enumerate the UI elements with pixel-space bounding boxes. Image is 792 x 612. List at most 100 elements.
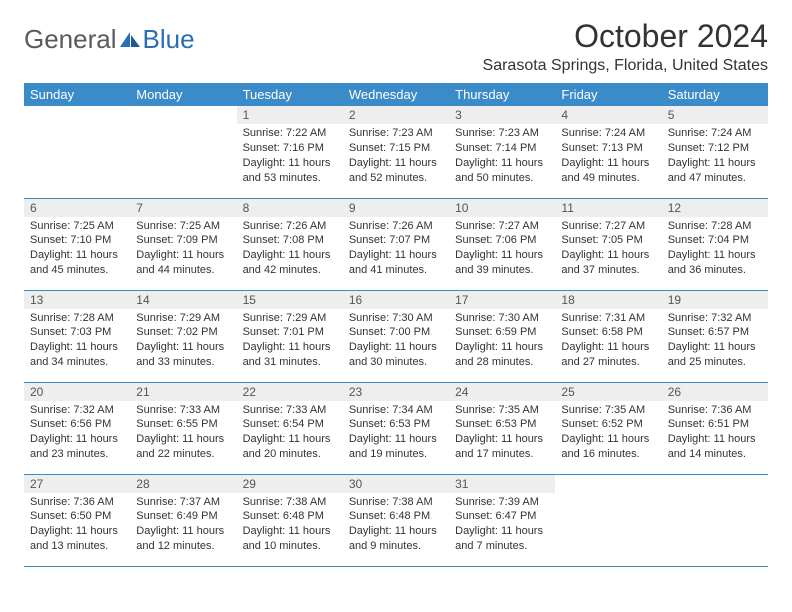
calendar-week-row: 6Sunrise: 7:25 AMSunset: 7:10 PMDaylight…	[24, 198, 768, 290]
day-details: Sunrise: 7:33 AMSunset: 6:55 PMDaylight:…	[130, 401, 236, 466]
day-details: Sunrise: 7:32 AMSunset: 6:56 PMDaylight:…	[24, 401, 130, 466]
weekday-header: Monday	[130, 83, 236, 106]
calendar-day-cell: 23Sunrise: 7:34 AMSunset: 6:53 PMDayligh…	[343, 382, 449, 474]
day-number: 13	[24, 291, 130, 309]
calendar-day-cell: 18Sunrise: 7:31 AMSunset: 6:58 PMDayligh…	[555, 290, 661, 382]
day-number: 1	[237, 106, 343, 124]
day-number: 15	[237, 291, 343, 309]
calendar-day-cell: 19Sunrise: 7:32 AMSunset: 6:57 PMDayligh…	[662, 290, 768, 382]
calendar-day-cell: 20Sunrise: 7:32 AMSunset: 6:56 PMDayligh…	[24, 382, 130, 474]
weekday-header: Tuesday	[237, 83, 343, 106]
day-details: Sunrise: 7:22 AMSunset: 7:16 PMDaylight:…	[237, 124, 343, 189]
day-number: 14	[130, 291, 236, 309]
calendar-day-cell: 3Sunrise: 7:23 AMSunset: 7:14 PMDaylight…	[449, 106, 555, 198]
day-details: Sunrise: 7:36 AMSunset: 6:50 PMDaylight:…	[24, 493, 130, 558]
day-details: Sunrise: 7:30 AMSunset: 6:59 PMDaylight:…	[449, 309, 555, 374]
day-number: 21	[130, 383, 236, 401]
day-number: 9	[343, 199, 449, 217]
day-details: Sunrise: 7:28 AMSunset: 7:04 PMDaylight:…	[662, 217, 768, 282]
logo-text-blue: Blue	[143, 24, 195, 55]
day-details: Sunrise: 7:36 AMSunset: 6:51 PMDaylight:…	[662, 401, 768, 466]
day-details: Sunrise: 7:25 AMSunset: 7:09 PMDaylight:…	[130, 217, 236, 282]
day-details: Sunrise: 7:32 AMSunset: 6:57 PMDaylight:…	[662, 309, 768, 374]
calendar-week-row: 1Sunrise: 7:22 AMSunset: 7:16 PMDaylight…	[24, 106, 768, 198]
calendar-day-cell: 12Sunrise: 7:28 AMSunset: 7:04 PMDayligh…	[662, 198, 768, 290]
weekday-header: Wednesday	[343, 83, 449, 106]
calendar-day-cell: 24Sunrise: 7:35 AMSunset: 6:53 PMDayligh…	[449, 382, 555, 474]
day-number: 22	[237, 383, 343, 401]
calendar-day-cell: 13Sunrise: 7:28 AMSunset: 7:03 PMDayligh…	[24, 290, 130, 382]
day-details: Sunrise: 7:34 AMSunset: 6:53 PMDaylight:…	[343, 401, 449, 466]
day-details: Sunrise: 7:24 AMSunset: 7:13 PMDaylight:…	[555, 124, 661, 189]
day-number: 31	[449, 475, 555, 493]
day-details: Sunrise: 7:35 AMSunset: 6:53 PMDaylight:…	[449, 401, 555, 466]
calendar-day-cell: 8Sunrise: 7:26 AMSunset: 7:08 PMDaylight…	[237, 198, 343, 290]
day-number: 16	[343, 291, 449, 309]
day-number: 23	[343, 383, 449, 401]
day-details: Sunrise: 7:24 AMSunset: 7:12 PMDaylight:…	[662, 124, 768, 189]
calendar-day-cell: 2Sunrise: 7:23 AMSunset: 7:15 PMDaylight…	[343, 106, 449, 198]
calendar-day-cell: 27Sunrise: 7:36 AMSunset: 6:50 PMDayligh…	[24, 474, 130, 566]
logo: General Blue	[24, 24, 195, 55]
day-details: Sunrise: 7:33 AMSunset: 6:54 PMDaylight:…	[237, 401, 343, 466]
day-number: 12	[662, 199, 768, 217]
calendar-day-cell: 16Sunrise: 7:30 AMSunset: 7:00 PMDayligh…	[343, 290, 449, 382]
calendar-day-cell: 9Sunrise: 7:26 AMSunset: 7:07 PMDaylight…	[343, 198, 449, 290]
day-number: 11	[555, 199, 661, 217]
calendar-day-cell: 31Sunrise: 7:39 AMSunset: 6:47 PMDayligh…	[449, 474, 555, 566]
calendar-day-cell: 25Sunrise: 7:35 AMSunset: 6:52 PMDayligh…	[555, 382, 661, 474]
day-details: Sunrise: 7:23 AMSunset: 7:14 PMDaylight:…	[449, 124, 555, 189]
calendar-day-cell: 15Sunrise: 7:29 AMSunset: 7:01 PMDayligh…	[237, 290, 343, 382]
day-number: 25	[555, 383, 661, 401]
calendar-day-cell: 17Sunrise: 7:30 AMSunset: 6:59 PMDayligh…	[449, 290, 555, 382]
day-details: Sunrise: 7:23 AMSunset: 7:15 PMDaylight:…	[343, 124, 449, 189]
calendar-day-cell: 26Sunrise: 7:36 AMSunset: 6:51 PMDayligh…	[662, 382, 768, 474]
calendar-day-cell: 5Sunrise: 7:24 AMSunset: 7:12 PMDaylight…	[662, 106, 768, 198]
day-number: 4	[555, 106, 661, 124]
day-number: 18	[555, 291, 661, 309]
calendar-day-cell: 11Sunrise: 7:27 AMSunset: 7:05 PMDayligh…	[555, 198, 661, 290]
location: Sarasota Springs, Florida, United States	[483, 57, 768, 75]
calendar-day-cell: 7Sunrise: 7:25 AMSunset: 7:09 PMDaylight…	[130, 198, 236, 290]
calendar-day-cell	[555, 474, 661, 566]
weekday-header-row: SundayMondayTuesdayWednesdayThursdayFrid…	[24, 83, 768, 106]
day-details: Sunrise: 7:38 AMSunset: 6:48 PMDaylight:…	[343, 493, 449, 558]
calendar-body: 1Sunrise: 7:22 AMSunset: 7:16 PMDaylight…	[24, 106, 768, 566]
weekday-header: Friday	[555, 83, 661, 106]
day-details: Sunrise: 7:27 AMSunset: 7:05 PMDaylight:…	[555, 217, 661, 282]
logo-text-general: General	[24, 24, 117, 55]
header: General Blue October 2024 Sarasota Sprin…	[24, 18, 768, 75]
weekday-header: Sunday	[24, 83, 130, 106]
weekday-header: Thursday	[449, 83, 555, 106]
day-number: 10	[449, 199, 555, 217]
calendar-day-cell: 10Sunrise: 7:27 AMSunset: 7:06 PMDayligh…	[449, 198, 555, 290]
day-number: 20	[24, 383, 130, 401]
calendar-day-cell: 14Sunrise: 7:29 AMSunset: 7:02 PMDayligh…	[130, 290, 236, 382]
day-number: 26	[662, 383, 768, 401]
calendar-day-cell: 28Sunrise: 7:37 AMSunset: 6:49 PMDayligh…	[130, 474, 236, 566]
day-details: Sunrise: 7:29 AMSunset: 7:01 PMDaylight:…	[237, 309, 343, 374]
calendar-table: SundayMondayTuesdayWednesdayThursdayFrid…	[24, 83, 768, 567]
day-number: 5	[662, 106, 768, 124]
day-number: 8	[237, 199, 343, 217]
calendar-day-cell: 21Sunrise: 7:33 AMSunset: 6:55 PMDayligh…	[130, 382, 236, 474]
day-details: Sunrise: 7:37 AMSunset: 6:49 PMDaylight:…	[130, 493, 236, 558]
calendar-day-cell: 30Sunrise: 7:38 AMSunset: 6:48 PMDayligh…	[343, 474, 449, 566]
title-block: October 2024 Sarasota Springs, Florida, …	[483, 18, 768, 75]
calendar-day-cell	[130, 106, 236, 198]
day-details: Sunrise: 7:39 AMSunset: 6:47 PMDaylight:…	[449, 493, 555, 558]
weekday-header: Saturday	[662, 83, 768, 106]
day-number: 17	[449, 291, 555, 309]
calendar-day-cell	[662, 474, 768, 566]
calendar-week-row: 20Sunrise: 7:32 AMSunset: 6:56 PMDayligh…	[24, 382, 768, 474]
day-number: 7	[130, 199, 236, 217]
calendar-day-cell	[24, 106, 130, 198]
day-number: 19	[662, 291, 768, 309]
day-number: 30	[343, 475, 449, 493]
calendar-day-cell: 6Sunrise: 7:25 AMSunset: 7:10 PMDaylight…	[24, 198, 130, 290]
sail-icon	[119, 31, 141, 49]
day-number: 24	[449, 383, 555, 401]
day-details: Sunrise: 7:27 AMSunset: 7:06 PMDaylight:…	[449, 217, 555, 282]
day-number: 6	[24, 199, 130, 217]
calendar-day-cell: 4Sunrise: 7:24 AMSunset: 7:13 PMDaylight…	[555, 106, 661, 198]
